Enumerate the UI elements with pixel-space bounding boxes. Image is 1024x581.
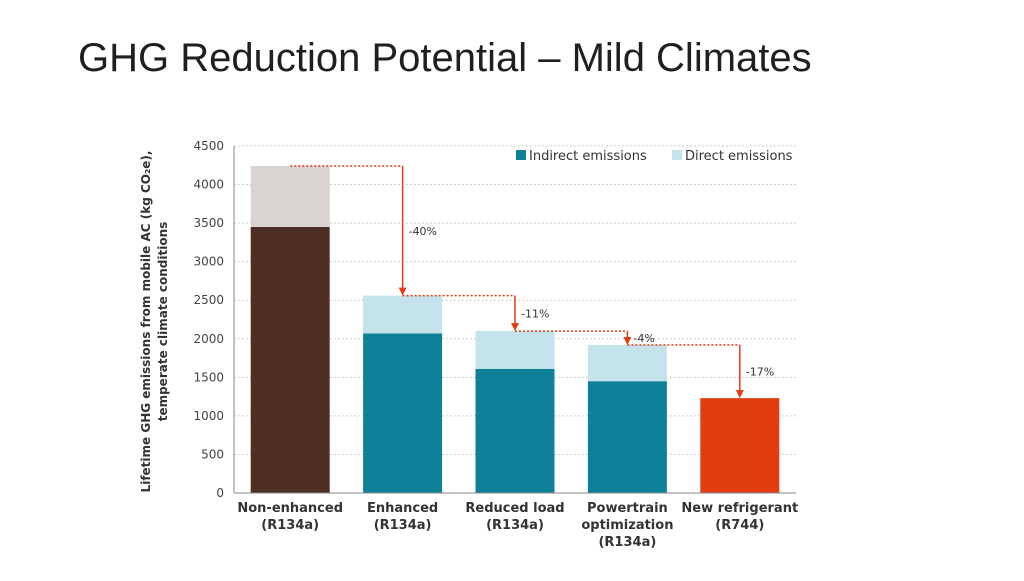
y-axis-label: Lifetime GHG emissions from mobile AC (k… (139, 151, 170, 493)
slide-title: GHG Reduction Potential – Mild Climates (78, 36, 812, 80)
y-tick-label: 4500 (193, 139, 224, 153)
x-category-label-line: Powertrain (587, 501, 668, 516)
x-category-label-line: (R134a) (598, 535, 656, 550)
y-tick-label: 1000 (193, 409, 224, 423)
x-category-label-line: New refrigerant (681, 501, 798, 516)
bar-indirect-3 (587, 381, 667, 493)
bar-direct-0 (250, 166, 330, 227)
reduction-label: -40% (409, 225, 437, 238)
y-tick-label: 1500 (193, 370, 224, 384)
bars (250, 166, 780, 493)
x-category-label-line: optimization (581, 518, 673, 533)
legend: Indirect emissions Direct emissions (516, 149, 793, 164)
legend-label: Indirect emissions (529, 149, 647, 164)
x-category-label-line: (R744) (715, 518, 764, 533)
x-category-label: Enhanced (R134a) (367, 501, 438, 533)
legend-swatch (516, 150, 526, 160)
x-category-label: Reduced load (R134a) (465, 501, 564, 533)
bar-indirect-0 (250, 226, 330, 493)
y-tick-label: 3000 (193, 255, 224, 269)
x-category-label-line: (R134a) (486, 518, 544, 533)
bar-indirect-2 (475, 368, 555, 493)
x-category-label-line: (R134a) (374, 518, 432, 533)
x-category-label: Powertrain optimization (R134a) (581, 501, 673, 550)
reduction-arrows: -40% -11% -4% -17% (290, 165, 774, 399)
bar-direct-2 (475, 331, 555, 369)
x-category-label: New refrigerant (R744) (681, 501, 798, 533)
y-tick-label: 4000 (193, 178, 224, 192)
y-tick-label: 2500 (193, 293, 224, 307)
x-category-label-line: (R134a) (261, 518, 319, 533)
reduction-label: -4% (633, 332, 654, 345)
reduction-label: -11% (521, 307, 549, 320)
y-axis-label-line: temperate climate conditions (156, 222, 170, 422)
x-category-label-line: Enhanced (367, 501, 438, 516)
legend-label: Direct emissions (685, 149, 793, 164)
bar-indirect-1 (363, 333, 443, 493)
y-tick-label: 500 (201, 447, 224, 461)
y-tick-label: 3500 (193, 216, 224, 230)
bar-indirect-4 (700, 398, 780, 493)
axes: 0 500 1000 1500 2000 2500 3000 3500 4000 4500 Life… (139, 139, 798, 550)
bar-direct-1 (363, 295, 443, 334)
reduction-label: -17% (746, 366, 774, 379)
y-tick-label: 2000 (193, 332, 224, 346)
x-category-label-line: Non-enhanced (237, 501, 343, 516)
y-tick-label: 0 (216, 486, 224, 500)
bar-direct-3 (587, 344, 667, 382)
x-category-label-line: Reduced load (465, 501, 564, 516)
x-category-label: Non-enhanced (R134a) (237, 501, 343, 533)
legend-swatch (672, 150, 682, 160)
y-axis-label-line: Lifetime GHG emissions from mobile AC (k… (139, 151, 153, 493)
